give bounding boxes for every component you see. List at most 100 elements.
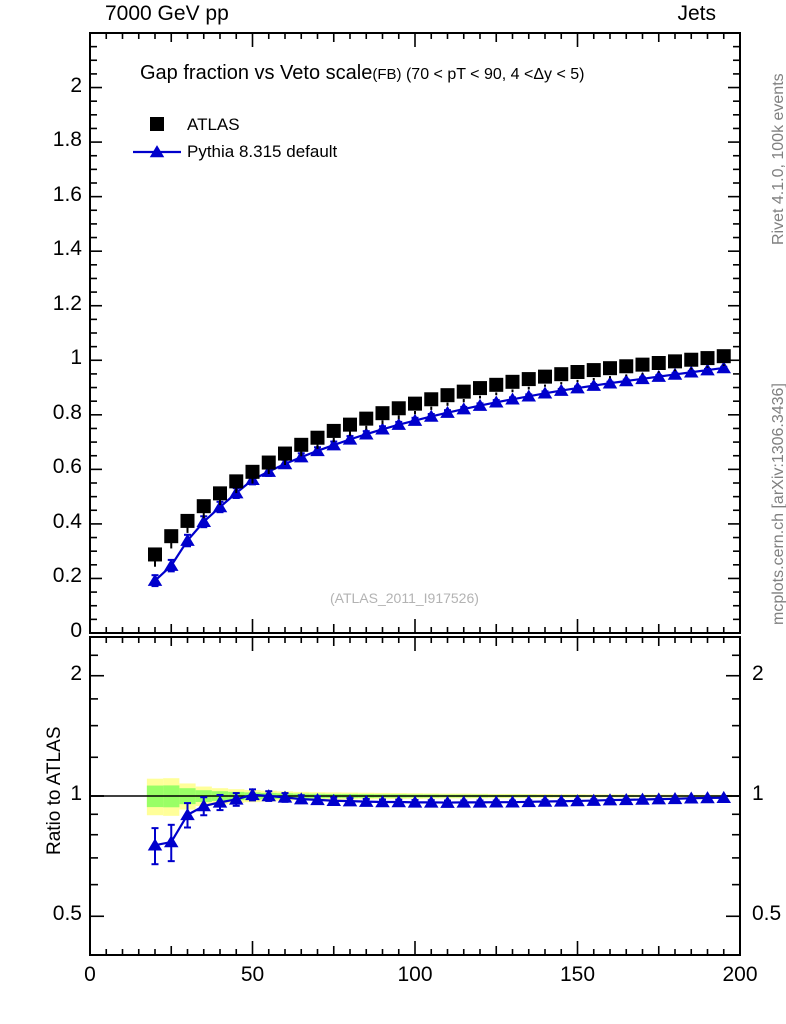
ratio-y-tick-label-right: 1 <box>752 782 764 805</box>
ratio-marker <box>602 793 618 806</box>
main-y-tick-label: 1.2 <box>52 291 82 315</box>
legend-label-pythia: Pythia 8.315 default <box>187 142 338 161</box>
atlas-marker <box>310 430 325 445</box>
pythia-marker <box>488 395 504 408</box>
atlas-marker <box>408 396 422 411</box>
pythia-marker <box>293 450 309 463</box>
atlas-marker <box>668 354 682 369</box>
ratio-marker <box>586 793 602 806</box>
pythia-marker <box>391 417 407 430</box>
ratio-marker <box>667 791 683 805</box>
plot-title: Gap fraction vs Veto scale(FB) (70 < pT … <box>140 62 584 85</box>
ratio-marker <box>683 791 699 804</box>
legend-marker-pythia <box>149 145 165 158</box>
atlas-marker <box>359 411 374 426</box>
ratio-marker <box>553 794 569 807</box>
atlas-marker <box>391 401 406 416</box>
pythia-marker <box>456 402 472 415</box>
atlas-marker <box>635 357 650 372</box>
x-tick-label: 200 <box>722 963 758 986</box>
ratio-marker <box>342 794 358 807</box>
ratio-marker <box>212 795 228 808</box>
main-y-tick-label: 0.8 <box>52 400 82 424</box>
pythia-marker <box>521 389 537 402</box>
atlas-marker <box>213 486 227 501</box>
pythia-marker <box>310 443 325 457</box>
ratio-marker <box>293 792 309 805</box>
ratio-y-tick-label: 1 <box>70 782 82 805</box>
pythia-marker <box>212 500 228 513</box>
legend-label-atlas: ATLAS <box>187 115 240 134</box>
pythia-marker <box>618 374 634 387</box>
x-tick-label: 100 <box>397 963 433 986</box>
atlas-marker <box>570 365 585 379</box>
pythia-marker <box>635 371 650 385</box>
ratio-marker <box>310 793 325 806</box>
ratio-marker <box>375 795 390 808</box>
ratio-marker <box>488 795 504 808</box>
atlas-marker <box>586 363 601 378</box>
ratio-marker <box>700 791 715 804</box>
pythia-marker <box>537 386 553 399</box>
ratio-marker <box>440 795 455 808</box>
pythia-marker <box>602 376 618 389</box>
atlas-marker <box>343 417 357 432</box>
ratio-y-tick-label: 2 <box>70 661 82 685</box>
atlas-marker <box>489 377 504 392</box>
atlas-marker <box>326 423 341 438</box>
plot-title-sub: (FB) <box>372 66 402 83</box>
pythia-marker <box>553 383 569 396</box>
ratio-marker <box>228 792 244 805</box>
atlas-marker <box>245 464 260 479</box>
atlas-marker <box>424 392 439 407</box>
ratio-marker <box>537 794 553 807</box>
ratio-marker <box>521 795 537 808</box>
pythia-marker <box>440 405 455 418</box>
pythia-marker <box>423 409 439 422</box>
pythia-marker <box>651 369 667 382</box>
ratio-y-tick-label-right: 2 <box>752 661 764 685</box>
ratio-y-tick-label: 0.5 <box>52 902 82 926</box>
ratio-marker <box>391 795 407 808</box>
header-beam-label: 7000 GeV pp <box>105 2 229 25</box>
atlas-marker <box>684 352 699 367</box>
ratio-marker <box>326 793 342 807</box>
pythia-marker <box>570 381 585 394</box>
ratio-marker <box>277 790 293 803</box>
ratio-marker <box>358 794 374 807</box>
main-y-tick-label: 1.6 <box>52 182 82 206</box>
x-tick-label: 50 <box>240 963 265 986</box>
pythia-marker <box>683 365 699 378</box>
pythia-marker <box>472 398 488 411</box>
legend-marker-atlas <box>150 117 164 131</box>
ratio-y-tick-label-right: 0.5 <box>752 902 782 926</box>
watermark-analysis-id: (ATLAS_2011_I917526) <box>330 590 479 606</box>
ratio-marker <box>147 838 163 851</box>
pythia-marker <box>163 558 179 571</box>
plot-title-main: Gap fraction vs Veto scale <box>140 62 373 84</box>
atlas-marker <box>148 547 162 562</box>
ratio-marker <box>618 793 634 806</box>
pythia-marker <box>342 432 358 445</box>
atlas-marker <box>473 381 487 396</box>
pythia-line <box>154 366 724 582</box>
ratio-marker <box>423 795 439 808</box>
pythia-marker <box>667 367 683 380</box>
pythia-marker <box>326 438 342 451</box>
ratio-marker <box>716 790 732 804</box>
ratio-marker <box>472 795 488 808</box>
atlas-marker <box>164 529 179 544</box>
ratio-marker <box>407 795 423 808</box>
atlas-marker <box>651 356 666 370</box>
pythia-marker <box>147 573 163 586</box>
atlas-marker <box>456 384 471 399</box>
atlas-marker <box>619 359 634 374</box>
pythia-marker <box>700 363 715 376</box>
atlas-marker <box>278 446 292 461</box>
main-y-tick-label: 2 <box>70 73 82 97</box>
atlas-marker <box>716 349 731 364</box>
main-y-tick-label: 0.6 <box>52 455 82 479</box>
pythia-marker <box>180 533 195 546</box>
